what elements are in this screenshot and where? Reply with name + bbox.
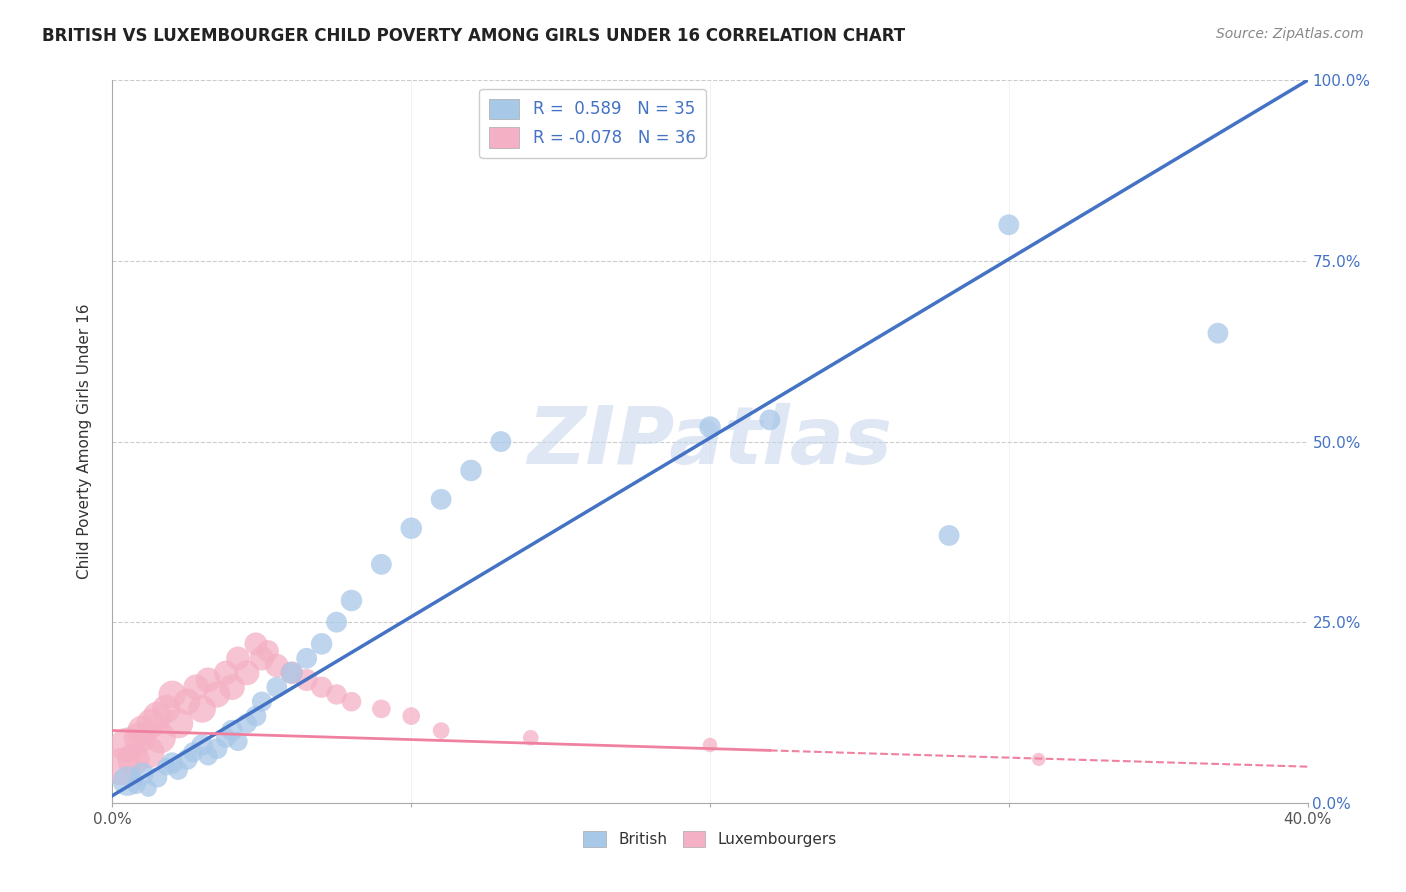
Point [340, 695, 363, 709]
Point [226, 734, 249, 748]
Point [131, 767, 153, 781]
Point [221, 723, 243, 738]
Point [370, 558, 392, 572]
Point [197, 748, 219, 763]
Point [325, 615, 347, 630]
Text: BRITISH VS LUXEMBOURGER CHILD POVERTY AMONG GIRLS UNDER 16 CORRELATION CHART: BRITISH VS LUXEMBOURGER CHILD POVERTY AM… [42, 27, 905, 45]
Point [162, 756, 183, 770]
Text: ZIPatlas: ZIPatlas [527, 402, 893, 481]
Legend: British, Luxembourgers: British, Luxembourgers [576, 825, 844, 853]
Point [221, 680, 243, 694]
Point [250, 651, 273, 665]
Point [205, 741, 228, 756]
Point [295, 673, 318, 687]
Point [401, 521, 423, 535]
Point [186, 680, 208, 694]
Point [245, 709, 267, 723]
Point [250, 695, 273, 709]
Point [520, 731, 543, 745]
Point [460, 463, 482, 477]
Point [197, 673, 219, 687]
Point [167, 716, 190, 731]
Point [236, 716, 259, 731]
Point [370, 702, 392, 716]
Point [281, 665, 304, 680]
Point [215, 731, 238, 745]
Point [1206, 326, 1229, 340]
Point [167, 764, 190, 778]
Point [236, 665, 259, 680]
Point [191, 738, 214, 752]
Point [117, 738, 139, 752]
Point [131, 723, 153, 738]
Point [226, 651, 249, 665]
Point [938, 528, 960, 542]
Point [489, 434, 512, 449]
Point [176, 695, 198, 709]
Point [759, 413, 782, 427]
Point [257, 644, 280, 658]
Point [340, 593, 363, 607]
Point [266, 680, 288, 694]
Point [176, 752, 198, 766]
Y-axis label: Child Poverty Among Girls Under 16: Child Poverty Among Girls Under 16 [77, 304, 93, 579]
Point [998, 218, 1021, 232]
Point [699, 738, 721, 752]
Point [430, 723, 453, 738]
Point [138, 745, 160, 759]
Point [155, 702, 177, 716]
Point [122, 752, 145, 766]
Point [191, 702, 214, 716]
Point [146, 709, 169, 723]
Point [110, 760, 132, 774]
Point [295, 651, 318, 665]
Point [430, 492, 453, 507]
Point [699, 420, 721, 434]
Point [325, 687, 347, 701]
Point [117, 774, 139, 789]
Point [128, 731, 150, 745]
Point [401, 709, 423, 723]
Point [281, 665, 304, 680]
Point [138, 781, 160, 796]
Point [205, 687, 228, 701]
Point [146, 771, 169, 785]
Point [311, 637, 333, 651]
Point [266, 658, 288, 673]
Point [155, 760, 177, 774]
Point [125, 778, 148, 792]
Point [149, 731, 172, 745]
Point [162, 687, 183, 701]
Point [215, 665, 238, 680]
Point [181, 745, 204, 759]
Text: Source: ZipAtlas.com: Source: ZipAtlas.com [1216, 27, 1364, 41]
Point [245, 637, 267, 651]
Point [311, 680, 333, 694]
Point [1028, 752, 1050, 766]
Point [141, 716, 163, 731]
